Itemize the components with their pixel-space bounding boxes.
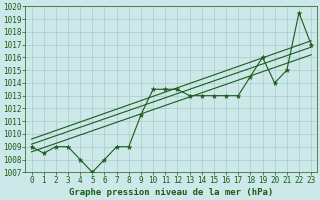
X-axis label: Graphe pression niveau de la mer (hPa): Graphe pression niveau de la mer (hPa): [69, 188, 274, 197]
